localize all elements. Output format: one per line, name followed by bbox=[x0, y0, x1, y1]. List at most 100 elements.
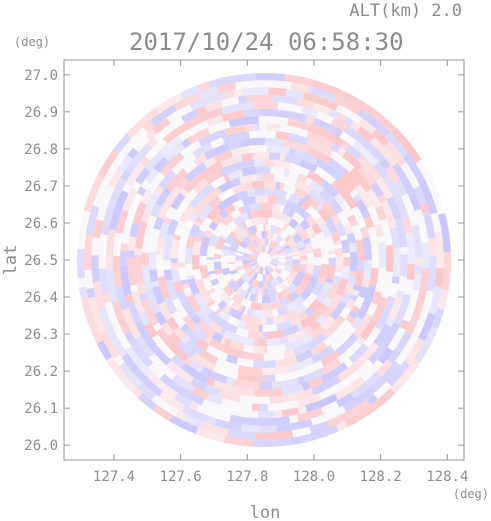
field-cell bbox=[84, 232, 94, 271]
field-cell bbox=[311, 222, 323, 235]
field-cell bbox=[241, 195, 256, 206]
field-cell bbox=[240, 387, 255, 397]
field-cell bbox=[418, 312, 436, 341]
field-cell bbox=[206, 115, 224, 127]
field-cell bbox=[411, 224, 423, 258]
field-cell bbox=[137, 392, 158, 411]
field-cell bbox=[104, 323, 128, 358]
field-cell bbox=[268, 272, 275, 281]
field-cell bbox=[344, 283, 354, 296]
field-cell bbox=[315, 293, 326, 304]
field-cell bbox=[225, 376, 234, 386]
field-cell bbox=[255, 239, 260, 247]
field-cell bbox=[268, 232, 275, 240]
field-cell bbox=[269, 224, 279, 234]
field-cell bbox=[282, 244, 290, 251]
field-cell bbox=[270, 252, 277, 257]
field-cell bbox=[277, 306, 288, 316]
field-cell bbox=[370, 181, 384, 198]
field-cell bbox=[147, 372, 178, 399]
field-cell bbox=[249, 261, 258, 265]
field-cell bbox=[290, 244, 298, 250]
field-cell bbox=[111, 301, 131, 334]
field-cell bbox=[205, 308, 213, 316]
field-cell bbox=[224, 90, 235, 100]
field-cell bbox=[198, 81, 210, 92]
field-cell bbox=[319, 281, 332, 298]
field-cell bbox=[131, 291, 145, 314]
field-cell bbox=[311, 281, 325, 297]
field-cell bbox=[286, 237, 295, 246]
field-cell bbox=[382, 322, 401, 346]
field-cell bbox=[226, 278, 234, 284]
field-cell bbox=[184, 162, 207, 183]
field-cell bbox=[340, 296, 349, 304]
field-cell bbox=[296, 227, 309, 240]
field-cell bbox=[232, 88, 243, 98]
field-cell bbox=[125, 162, 146, 187]
field-cell bbox=[392, 162, 416, 196]
field-cell bbox=[286, 282, 298, 294]
field-cell bbox=[187, 127, 211, 145]
field-cell bbox=[232, 183, 246, 195]
field-cell bbox=[298, 311, 309, 322]
field-cell bbox=[341, 170, 360, 189]
field-cell bbox=[342, 257, 351, 267]
field-cell bbox=[207, 270, 216, 275]
field-cell bbox=[296, 98, 315, 110]
y-tick-label: 26.2 bbox=[24, 364, 58, 380]
field-cell bbox=[338, 187, 358, 210]
field-cell bbox=[366, 176, 377, 186]
field-cell bbox=[274, 355, 298, 368]
field-cell bbox=[306, 196, 321, 210]
field-cell bbox=[421, 242, 430, 269]
field-cell bbox=[288, 193, 302, 205]
field-cell bbox=[395, 290, 405, 300]
field-cell bbox=[428, 237, 437, 256]
field-cell bbox=[224, 338, 232, 347]
field-cell bbox=[391, 276, 400, 284]
field-cell bbox=[144, 322, 158, 339]
field-cell bbox=[275, 226, 282, 235]
field-cell bbox=[189, 359, 205, 373]
field-cell bbox=[109, 177, 127, 204]
field-cell bbox=[80, 296, 96, 326]
field-cell bbox=[255, 231, 263, 240]
field-cell bbox=[303, 306, 314, 317]
x-axis-label: lon bbox=[250, 503, 281, 521]
field-cell bbox=[156, 237, 166, 256]
field-cell bbox=[373, 223, 384, 238]
field-cell bbox=[268, 152, 281, 161]
field-cell bbox=[186, 294, 202, 314]
field-cell bbox=[187, 211, 199, 223]
field-cell bbox=[170, 267, 181, 283]
field-cell bbox=[364, 259, 372, 271]
field-cell bbox=[152, 122, 164, 134]
field-cell bbox=[246, 417, 273, 426]
field-cell bbox=[162, 120, 194, 144]
field-cell bbox=[253, 248, 260, 255]
field-cell bbox=[195, 278, 206, 292]
field-cell bbox=[301, 381, 311, 391]
field-cell bbox=[269, 250, 276, 256]
field-cell bbox=[276, 196, 289, 207]
field-cell bbox=[258, 324, 263, 332]
field-cell bbox=[208, 221, 218, 231]
field-cell bbox=[160, 135, 183, 156]
field-cell bbox=[271, 241, 278, 250]
field-cell bbox=[230, 177, 241, 188]
field-cell bbox=[377, 193, 387, 204]
field-cell bbox=[260, 288, 263, 296]
field-cell bbox=[320, 350, 340, 367]
field-cell bbox=[309, 325, 326, 340]
field-cell bbox=[399, 254, 408, 277]
field-cell bbox=[179, 387, 205, 406]
field-cell bbox=[188, 223, 200, 238]
field-cell bbox=[344, 126, 362, 142]
field-cell bbox=[264, 159, 275, 167]
field-cell bbox=[303, 274, 312, 282]
field-cell bbox=[221, 267, 231, 276]
field-cell bbox=[359, 226, 370, 239]
field-cell bbox=[197, 203, 214, 221]
field-cell bbox=[336, 392, 355, 408]
